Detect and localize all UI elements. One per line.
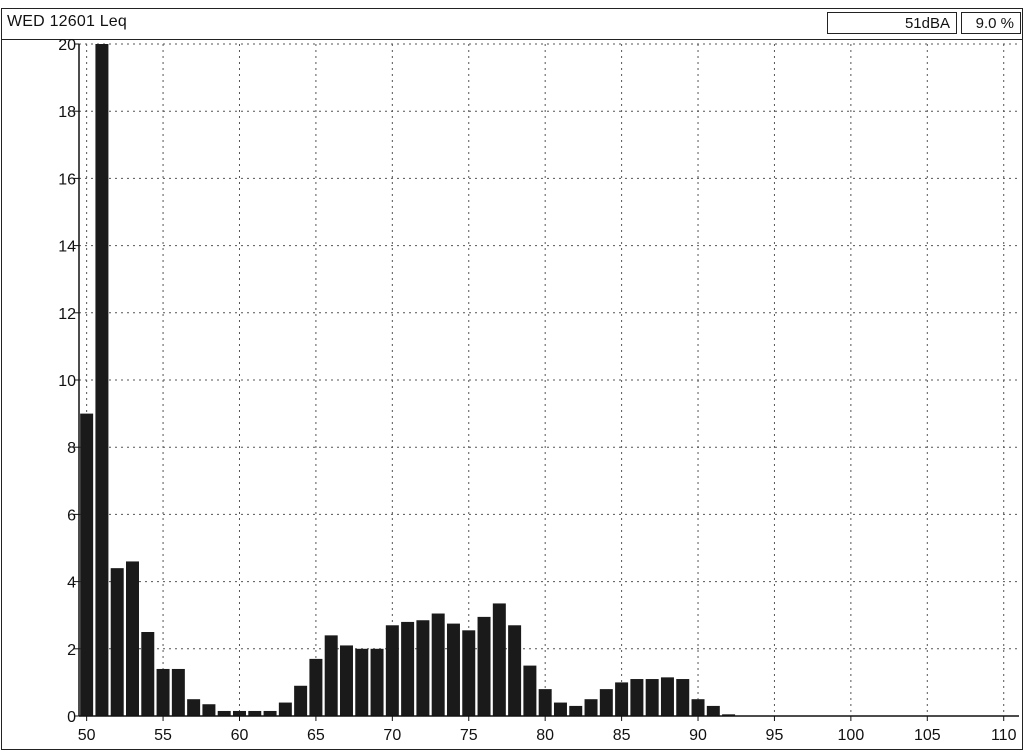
percent-readout: 9.0 % [961,12,1021,34]
x-tick-label: 90 [689,727,707,744]
bar [584,699,598,716]
x-tick-label: 70 [383,727,401,744]
bar [248,710,262,716]
bar [599,689,613,716]
grid-lines [79,43,1019,716]
x-tick-label: 95 [766,727,784,744]
bar [355,648,369,716]
y-tick-label: 20 [58,37,76,54]
chart-title: WED 12601 Leq [7,13,128,30]
bar [263,710,277,716]
bar [110,568,124,716]
y-tick-label: 8 [67,440,76,457]
x-tick-labels: 50 55 60 65 70 75 80 85 90 95 100 105 110 [78,727,1017,744]
title-bar: WED 12601 Leq 51dBA 9.0 % [1,8,1023,40]
bar [202,704,216,716]
bar [538,689,552,716]
x-tick-label: 85 [613,727,631,744]
bar [660,677,674,716]
bar [508,625,522,716]
bar [385,625,399,716]
bar [615,682,629,716]
x-tick-label: 100 [838,727,865,744]
bar [217,710,231,716]
level-readout: 51dBA [827,12,957,34]
bar [492,603,506,716]
x-tick-label: 55 [154,727,172,744]
bar [401,621,415,716]
bar [80,413,94,716]
bar [553,702,567,716]
bars [80,44,736,716]
y-tick-label: 6 [67,507,76,524]
bar [156,668,170,716]
bar [446,623,460,716]
y-tick-label: 14 [58,239,76,256]
y-tick-label: 18 [58,104,76,121]
bar [477,616,491,716]
bar [95,44,109,716]
x-tick-label: 65 [307,727,325,744]
y-tick-label: 12 [58,306,76,323]
bar [569,705,583,716]
y-tick-label: 2 [67,642,76,659]
x-tick-label: 110 [991,727,1017,744]
bar [462,630,476,716]
bar [171,668,185,716]
bar [691,699,705,716]
analyzer-frame [1,8,1023,750]
bar [722,714,736,716]
bar [431,613,445,716]
y-tick-labels: 0 2 4 6 8 10 12 14 16 18 20 [58,37,76,726]
bar [416,620,430,716]
y-tick-label: 4 [67,575,76,592]
bar [294,685,308,716]
x-tick-label: 80 [536,727,554,744]
axes [74,43,1019,721]
bar [676,679,690,716]
x-tick-label: 60 [231,727,249,744]
y-tick-label: 0 [67,709,76,726]
x-tick-label: 75 [460,727,478,744]
bar [141,632,155,716]
bar [370,648,384,716]
bar [278,702,292,716]
bar [126,561,139,716]
x-tick-label: 50 [78,727,96,744]
bar [187,699,201,716]
bar [232,710,246,716]
y-tick-label: 16 [58,171,76,188]
bar [523,665,537,716]
bar [706,705,720,716]
bar [630,679,644,716]
x-tick-label: 105 [914,727,941,744]
bar [645,679,659,716]
bar [324,635,338,716]
bar [309,658,323,716]
bar [339,645,353,716]
y-tick-label: 10 [58,373,76,390]
